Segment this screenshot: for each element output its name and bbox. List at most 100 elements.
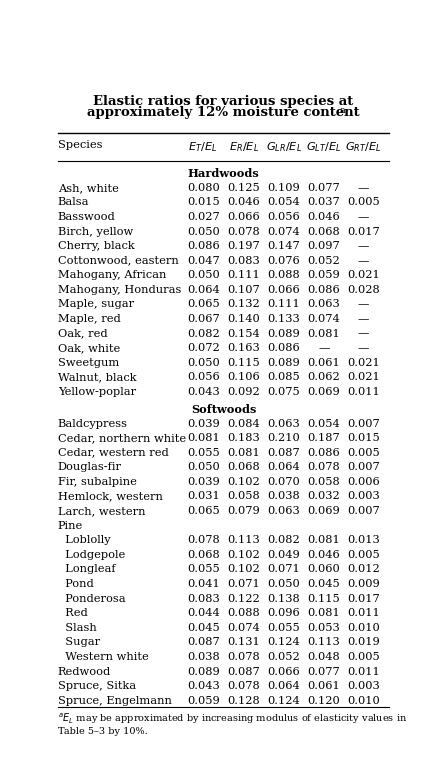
Text: 0.074: 0.074 [307,314,340,324]
Text: 0.006: 0.006 [347,477,380,487]
Text: 0.106: 0.106 [227,372,260,383]
Text: 0.132: 0.132 [227,299,260,309]
Text: $E_T/E_L$: $E_T/E_L$ [188,140,218,154]
Text: 0.003: 0.003 [347,491,380,501]
Text: 0.074: 0.074 [227,623,260,633]
Text: 0.077: 0.077 [307,183,340,193]
Text: 0.028: 0.028 [347,285,380,295]
Text: 0.089: 0.089 [267,358,300,367]
Text: 0.102: 0.102 [227,565,260,575]
Text: 0.083: 0.083 [187,594,220,604]
Text: 0.088: 0.088 [267,270,300,280]
Text: —: — [358,256,369,266]
Text: Loblolly: Loblolly [58,536,110,545]
Text: 0.047: 0.047 [187,256,220,266]
Text: 0.021: 0.021 [347,270,380,280]
Text: 0.011: 0.011 [347,387,380,397]
Text: 0.045: 0.045 [187,623,220,633]
Text: —: — [358,241,369,251]
Text: —: — [358,212,369,222]
Text: 0.082: 0.082 [187,329,220,338]
Text: 0.133: 0.133 [267,314,300,324]
Text: 0.075: 0.075 [267,387,300,397]
Text: approximately 12% moisture content: approximately 12% moisture content [87,105,360,118]
Text: 0.059: 0.059 [307,270,340,280]
Text: Western white: Western white [58,652,149,662]
Text: 0.066: 0.066 [267,666,300,677]
Text: 0.071: 0.071 [227,579,260,589]
Text: Spruce, Sitka: Spruce, Sitka [58,681,136,691]
Text: Yellow-poplar: Yellow-poplar [58,387,136,397]
Text: 0.087: 0.087 [227,666,260,677]
Text: 0.009: 0.009 [347,579,380,589]
Text: $G_{LT}/E_L$: $G_{LT}/E_L$ [306,140,341,154]
Text: 0.081: 0.081 [307,608,340,618]
Text: 0.082: 0.082 [267,536,300,545]
Text: 0.066: 0.066 [267,285,300,295]
Text: Spruce, Engelmann: Spruce, Engelmann [58,696,172,706]
Text: Larch, western: Larch, western [58,506,145,516]
Text: 0.120: 0.120 [307,696,340,706]
Text: Hardwoods: Hardwoods [187,168,259,179]
Text: 0.021: 0.021 [347,358,380,367]
Text: 0.027: 0.027 [187,212,220,222]
Text: 0.064: 0.064 [267,462,300,472]
Text: 0.087: 0.087 [267,448,300,458]
Text: 0.046: 0.046 [227,197,260,207]
Text: Cedar, western red: Cedar, western red [58,448,169,458]
Text: Balsa: Balsa [58,197,89,207]
Text: 0.147: 0.147 [267,241,300,251]
Text: Oak, white: Oak, white [58,343,120,353]
Text: —: — [358,183,369,193]
Text: 0.019: 0.019 [347,637,380,647]
Text: Walnut, black: Walnut, black [58,372,136,383]
Text: 0.113: 0.113 [307,637,340,647]
Text: Species: Species [58,140,102,150]
Text: 0.062: 0.062 [307,372,340,383]
Text: 0.061: 0.061 [307,681,340,691]
Text: 0.064: 0.064 [267,681,300,691]
Text: 0.068: 0.068 [227,462,260,472]
Text: 0.089: 0.089 [187,666,220,677]
Text: 0.107: 0.107 [227,285,260,295]
Text: 0.078: 0.078 [187,536,220,545]
Text: Maple, red: Maple, red [58,314,121,324]
Text: 0.050: 0.050 [267,579,300,589]
Text: 0.081: 0.081 [187,433,220,443]
Text: 0.096: 0.096 [267,608,300,618]
Text: 0.102: 0.102 [227,477,260,487]
Text: Pond: Pond [58,579,94,589]
Text: Pine: Pine [58,520,83,531]
Text: 0.050: 0.050 [187,462,220,472]
Text: 0.102: 0.102 [227,550,260,560]
Text: 0.078: 0.078 [307,462,340,472]
Text: 0.071: 0.071 [267,565,300,575]
Text: 0.007: 0.007 [347,462,380,472]
Text: 0.007: 0.007 [347,506,380,516]
Text: 0.081: 0.081 [307,329,340,338]
Text: 0.005: 0.005 [347,448,380,458]
Text: 0.013: 0.013 [347,536,380,545]
Text: 0.010: 0.010 [347,623,380,633]
Text: 0.064: 0.064 [187,285,220,295]
Text: 0.086: 0.086 [307,285,340,295]
Text: 0.065: 0.065 [187,299,220,309]
Text: 0.115: 0.115 [227,358,260,367]
Text: 0.011: 0.011 [347,608,380,618]
Text: 0.068: 0.068 [307,226,340,237]
Text: 0.005: 0.005 [347,550,380,560]
Text: 0.088: 0.088 [227,608,260,618]
Text: $G_{LR}/E_L$: $G_{LR}/E_L$ [266,140,302,154]
Text: 0.113: 0.113 [227,536,260,545]
Text: 0.111: 0.111 [227,270,260,280]
Text: Lodgepole: Lodgepole [58,550,125,560]
Text: 0.078: 0.078 [227,226,260,237]
Text: Cottonwood, eastern: Cottonwood, eastern [58,256,179,266]
Text: Fir, subalpine: Fir, subalpine [58,477,137,487]
Text: 0.074: 0.074 [267,226,300,237]
Text: 0.017: 0.017 [347,226,380,237]
Text: 0.037: 0.037 [307,197,340,207]
Text: 0.058: 0.058 [307,477,340,487]
Text: 0.086: 0.086 [267,343,300,353]
Text: 0.017: 0.017 [347,594,380,604]
